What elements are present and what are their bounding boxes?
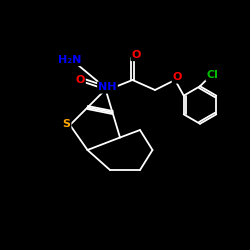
Text: Cl: Cl bbox=[206, 70, 218, 80]
Text: O: O bbox=[132, 50, 141, 60]
Text: H₂N: H₂N bbox=[58, 55, 82, 65]
Text: O: O bbox=[75, 75, 85, 85]
Text: S: S bbox=[62, 119, 70, 129]
Text: O: O bbox=[173, 72, 182, 83]
Text: NH: NH bbox=[98, 82, 117, 92]
